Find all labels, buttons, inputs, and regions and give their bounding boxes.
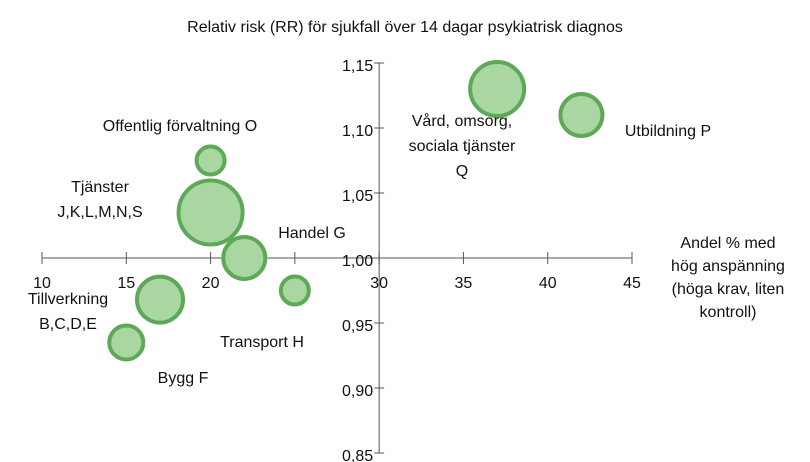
bubble-label: Offentlig förvaltning O	[103, 118, 257, 135]
y-tick-label: 1,05	[342, 188, 373, 205]
bubble-label: J,K,L,M,N,S	[57, 204, 142, 221]
bubble-label: Q	[456, 163, 468, 180]
bubble-label: Vård, omsorg,	[412, 112, 512, 130]
x-tick-label: 45	[623, 275, 641, 292]
bubble	[221, 235, 268, 281]
bubble-label: B,C,D,E	[39, 316, 97, 333]
bubble	[468, 60, 527, 118]
y-tick-label: 1,10	[342, 123, 373, 140]
x-tick-label: 30	[370, 275, 388, 292]
bubble	[194, 144, 227, 177]
x-axis-label: Andel % med	[680, 235, 775, 252]
bubble-label: Bygg F	[158, 370, 209, 387]
x-axis-label: hög anspänning	[671, 258, 785, 275]
x-axis-label: (höga krav, liten	[672, 281, 785, 298]
bubble-label: Handel G	[278, 225, 346, 242]
y-tick-label: 0,90	[342, 383, 373, 400]
bubble-label: sociala tjänster	[409, 138, 516, 155]
bubble	[135, 274, 185, 325]
bubble-label: Utbildning P	[625, 123, 711, 140]
y-tick-label: 1,00	[342, 253, 373, 270]
chart-title: Relativ risk (RR) för sjukfall över 14 d…	[187, 19, 623, 36]
x-tick-label: 35	[455, 275, 473, 292]
x-axis-label: kontroll)	[700, 304, 757, 321]
y-tick-label: 0,95	[342, 318, 373, 335]
bubble-label: Tillverkning	[28, 291, 108, 308]
bubble-label: Transport H	[220, 334, 304, 351]
bubble-label: Tjänster	[71, 179, 129, 196]
bubble	[558, 92, 605, 138]
x-tick-label: 10	[33, 275, 51, 292]
x-tick-label: 20	[202, 275, 220, 292]
bubble	[176, 178, 245, 247]
y-tick-label: 0,85	[342, 448, 373, 462]
x-tick-label: 15	[117, 275, 135, 292]
bubble	[278, 274, 311, 307]
y-tick-label: 1,15	[342, 58, 373, 75]
bubble	[107, 323, 146, 362]
x-tick-label: 40	[539, 275, 557, 292]
